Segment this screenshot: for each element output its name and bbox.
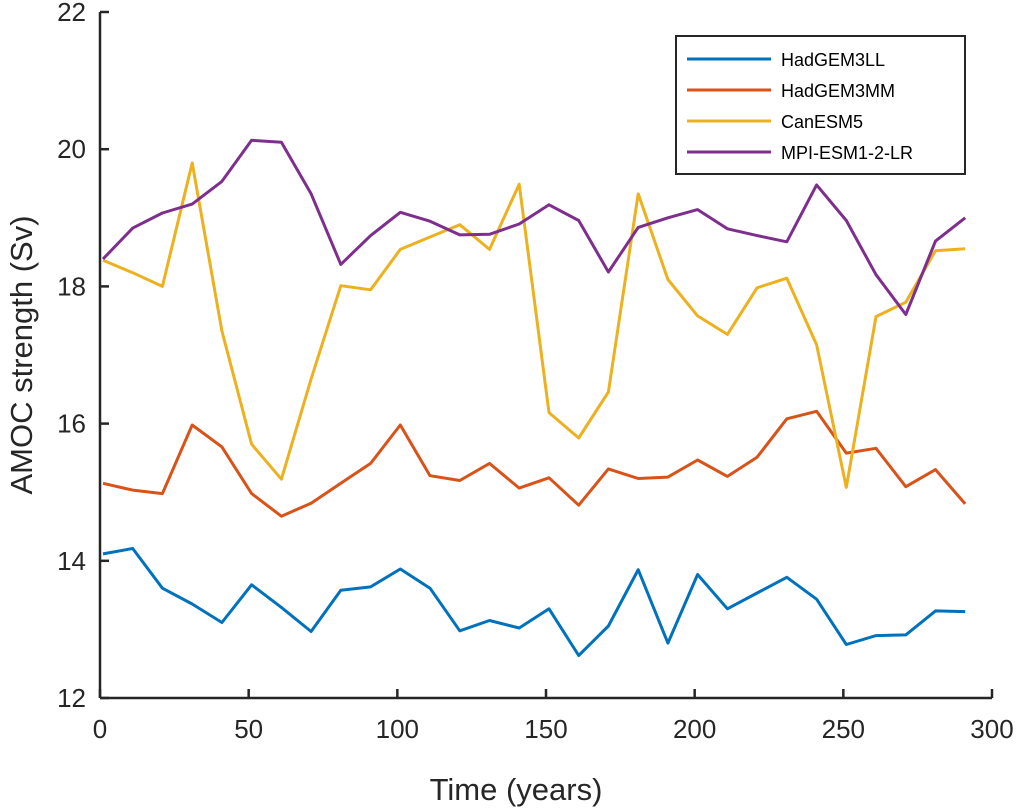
x-tick-label: 200 xyxy=(673,714,716,744)
legend-label-hadgem3mm: HadGEM3MM xyxy=(781,81,895,101)
y-tick-label: 14 xyxy=(57,546,86,576)
legend-label-mpi-esm1-2-lr: MPI-ESM1-2-LR xyxy=(781,143,913,163)
x-tick-label: 300 xyxy=(970,714,1013,744)
legend: HadGEM3LL HadGEM3MM CanESM5 MPI-ESM1-2-LR xyxy=(675,35,966,175)
legend-label-hadgem3ll: HadGEM3LL xyxy=(781,50,885,70)
x-axis-label: Time (years) xyxy=(430,772,603,807)
x-tick-label: 150 xyxy=(524,714,567,744)
x-tick-label: 0 xyxy=(93,714,107,744)
y-tick-label: 20 xyxy=(57,134,86,164)
legend-label-canesm5: CanESM5 xyxy=(781,112,863,132)
y-tick-label: 16 xyxy=(57,409,86,439)
y-axis-label: AMOC strength (Sv) xyxy=(4,215,39,494)
y-tick-label: 18 xyxy=(57,271,86,301)
x-tick-label: 250 xyxy=(822,714,865,744)
series-line-hadgem3mm xyxy=(102,409,967,518)
axes: 0 50 100 150 200 250 300 12 14 16 18 20 22 Time (year… xyxy=(4,0,1014,807)
plot-area xyxy=(101,138,967,657)
x-tick-label: 50 xyxy=(234,714,263,744)
y-tick-label: 22 xyxy=(57,0,86,27)
series-line-hadgem3ll xyxy=(102,547,966,657)
x-tick-label: 100 xyxy=(376,714,419,744)
series-line-canesm5 xyxy=(102,161,966,489)
series-line-mpi-esm1-2-lr xyxy=(101,138,967,316)
y-tick-label: 12 xyxy=(57,683,86,713)
